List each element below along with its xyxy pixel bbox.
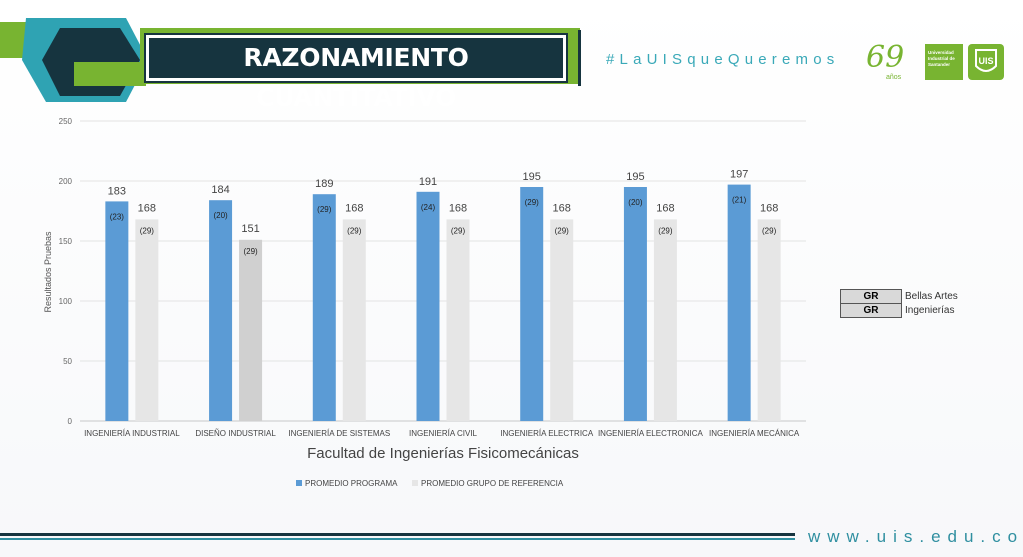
table-row: GR Bellas Artes: [840, 289, 962, 304]
legend-swatch-program: [296, 480, 302, 486]
bar-program: [623, 187, 647, 421]
y-tick-label: 250: [59, 117, 73, 126]
data-label-program: 195: [523, 171, 541, 183]
x-tick-label: INGENIERÍA CIVIL: [409, 429, 478, 438]
data-label-program: 195: [626, 171, 644, 183]
y-tick-label: 150: [59, 237, 73, 246]
annotation-program: (21): [732, 196, 747, 205]
table-cell-label: Bellas Artes: [905, 291, 958, 302]
data-label-program: 183: [108, 185, 126, 197]
x-tick-label: INGENIERÍA DE SISTEMAS: [288, 429, 390, 438]
y-tick-label: 0: [68, 417, 73, 426]
y-tick-label: 100: [59, 297, 73, 306]
table-cell-label: Ingenierías: [905, 305, 955, 316]
table-row: GR Ingenierías: [840, 303, 962, 318]
table-cell-code: GR: [840, 303, 902, 318]
legend: PROMEDIO PROGRAMA PROMEDIO GRUPO DE REFE…: [296, 479, 564, 488]
data-label-reference: 168: [760, 202, 778, 214]
y-axis-label: Resultados Pruebas: [43, 231, 53, 313]
bar-reference: [446, 219, 470, 421]
data-label-program: 197: [730, 169, 748, 181]
data-label-reference: 168: [449, 202, 467, 214]
data-label-reference: 151: [241, 223, 259, 235]
hashtag-text: #LaUISqueQueremos: [606, 51, 840, 68]
annotation-program: (29): [317, 205, 332, 214]
bar-program: [727, 184, 751, 421]
y-tick-label: 50: [63, 357, 72, 366]
x-tick-label: DISEÑO INDUSTRIAL: [195, 429, 276, 438]
group-reference-table: GR Bellas Artes GR Ingenierías: [840, 289, 962, 318]
data-label-program: 191: [419, 176, 437, 188]
bar-reference: [653, 219, 677, 421]
data-label-reference: 168: [553, 202, 571, 214]
x-tick-label: INGENIERÍA ELECTRICA: [500, 429, 594, 438]
data-label-reference: 168: [138, 202, 156, 214]
bar-reference: [135, 219, 159, 421]
data-label-program: 184: [211, 184, 229, 196]
x-tick-label: INGENIERÍA ELECTRONICA: [598, 429, 704, 438]
university-name-logo: Universidad Industrial de Santander: [925, 44, 963, 80]
annotation-program: (29): [525, 198, 540, 207]
annotation-reference: (29): [555, 226, 570, 235]
bar-program: [520, 187, 544, 421]
bar-program: [312, 194, 336, 421]
table-cell-code: GR: [840, 289, 902, 304]
x-tick-label: INGENIERÍA MECÁNICA: [709, 429, 800, 438]
annotation-reference: (29): [243, 247, 258, 256]
bar-reference: [550, 219, 574, 421]
annotation-program: (24): [421, 203, 436, 212]
bar-reference: [342, 219, 366, 421]
legend-label-program: PROMEDIO PROGRAMA: [305, 479, 398, 488]
x-axis-label: Facultad de Ingenierías Fisicomecánicas: [307, 445, 579, 462]
legend-label-reference: PROMEDIO GRUPO DE REFERENCIA: [421, 479, 564, 488]
annotation-program: (23): [110, 212, 125, 221]
data-label-reference: 168: [345, 202, 363, 214]
shield-text: UIS: [978, 56, 993, 66]
bar-program: [416, 191, 440, 421]
y-tick-label: 200: [59, 177, 73, 186]
annotation-reference: (29): [451, 226, 466, 235]
legend-swatch-reference: [412, 480, 418, 486]
data-label-reference: 168: [656, 202, 674, 214]
annotation-program: (20): [628, 198, 643, 207]
data-label-program: 189: [315, 178, 333, 190]
annotation-reference: (29): [658, 226, 673, 235]
annotation-reference: (29): [762, 226, 777, 235]
annotation-program: (20): [213, 211, 228, 220]
x-tick-label: INGENIERÍA INDUSTRIAL: [84, 429, 180, 438]
bar-reference: [757, 219, 781, 421]
annotation-reference: (29): [140, 226, 155, 235]
bar-program: [209, 200, 233, 421]
page-title: RAZONAMIENTO CUANTITATIVO: [144, 33, 568, 112]
annotation-reference: (29): [347, 226, 362, 235]
bar-reference: [239, 239, 263, 421]
bar-program: [105, 201, 129, 421]
anniversary-sub: años: [886, 74, 902, 81]
website-url: www.uis.edu.co: [808, 527, 1023, 546]
anniversary-logo: 69: [866, 40, 905, 75]
uis-shield-icon: UIS: [968, 44, 1004, 80]
